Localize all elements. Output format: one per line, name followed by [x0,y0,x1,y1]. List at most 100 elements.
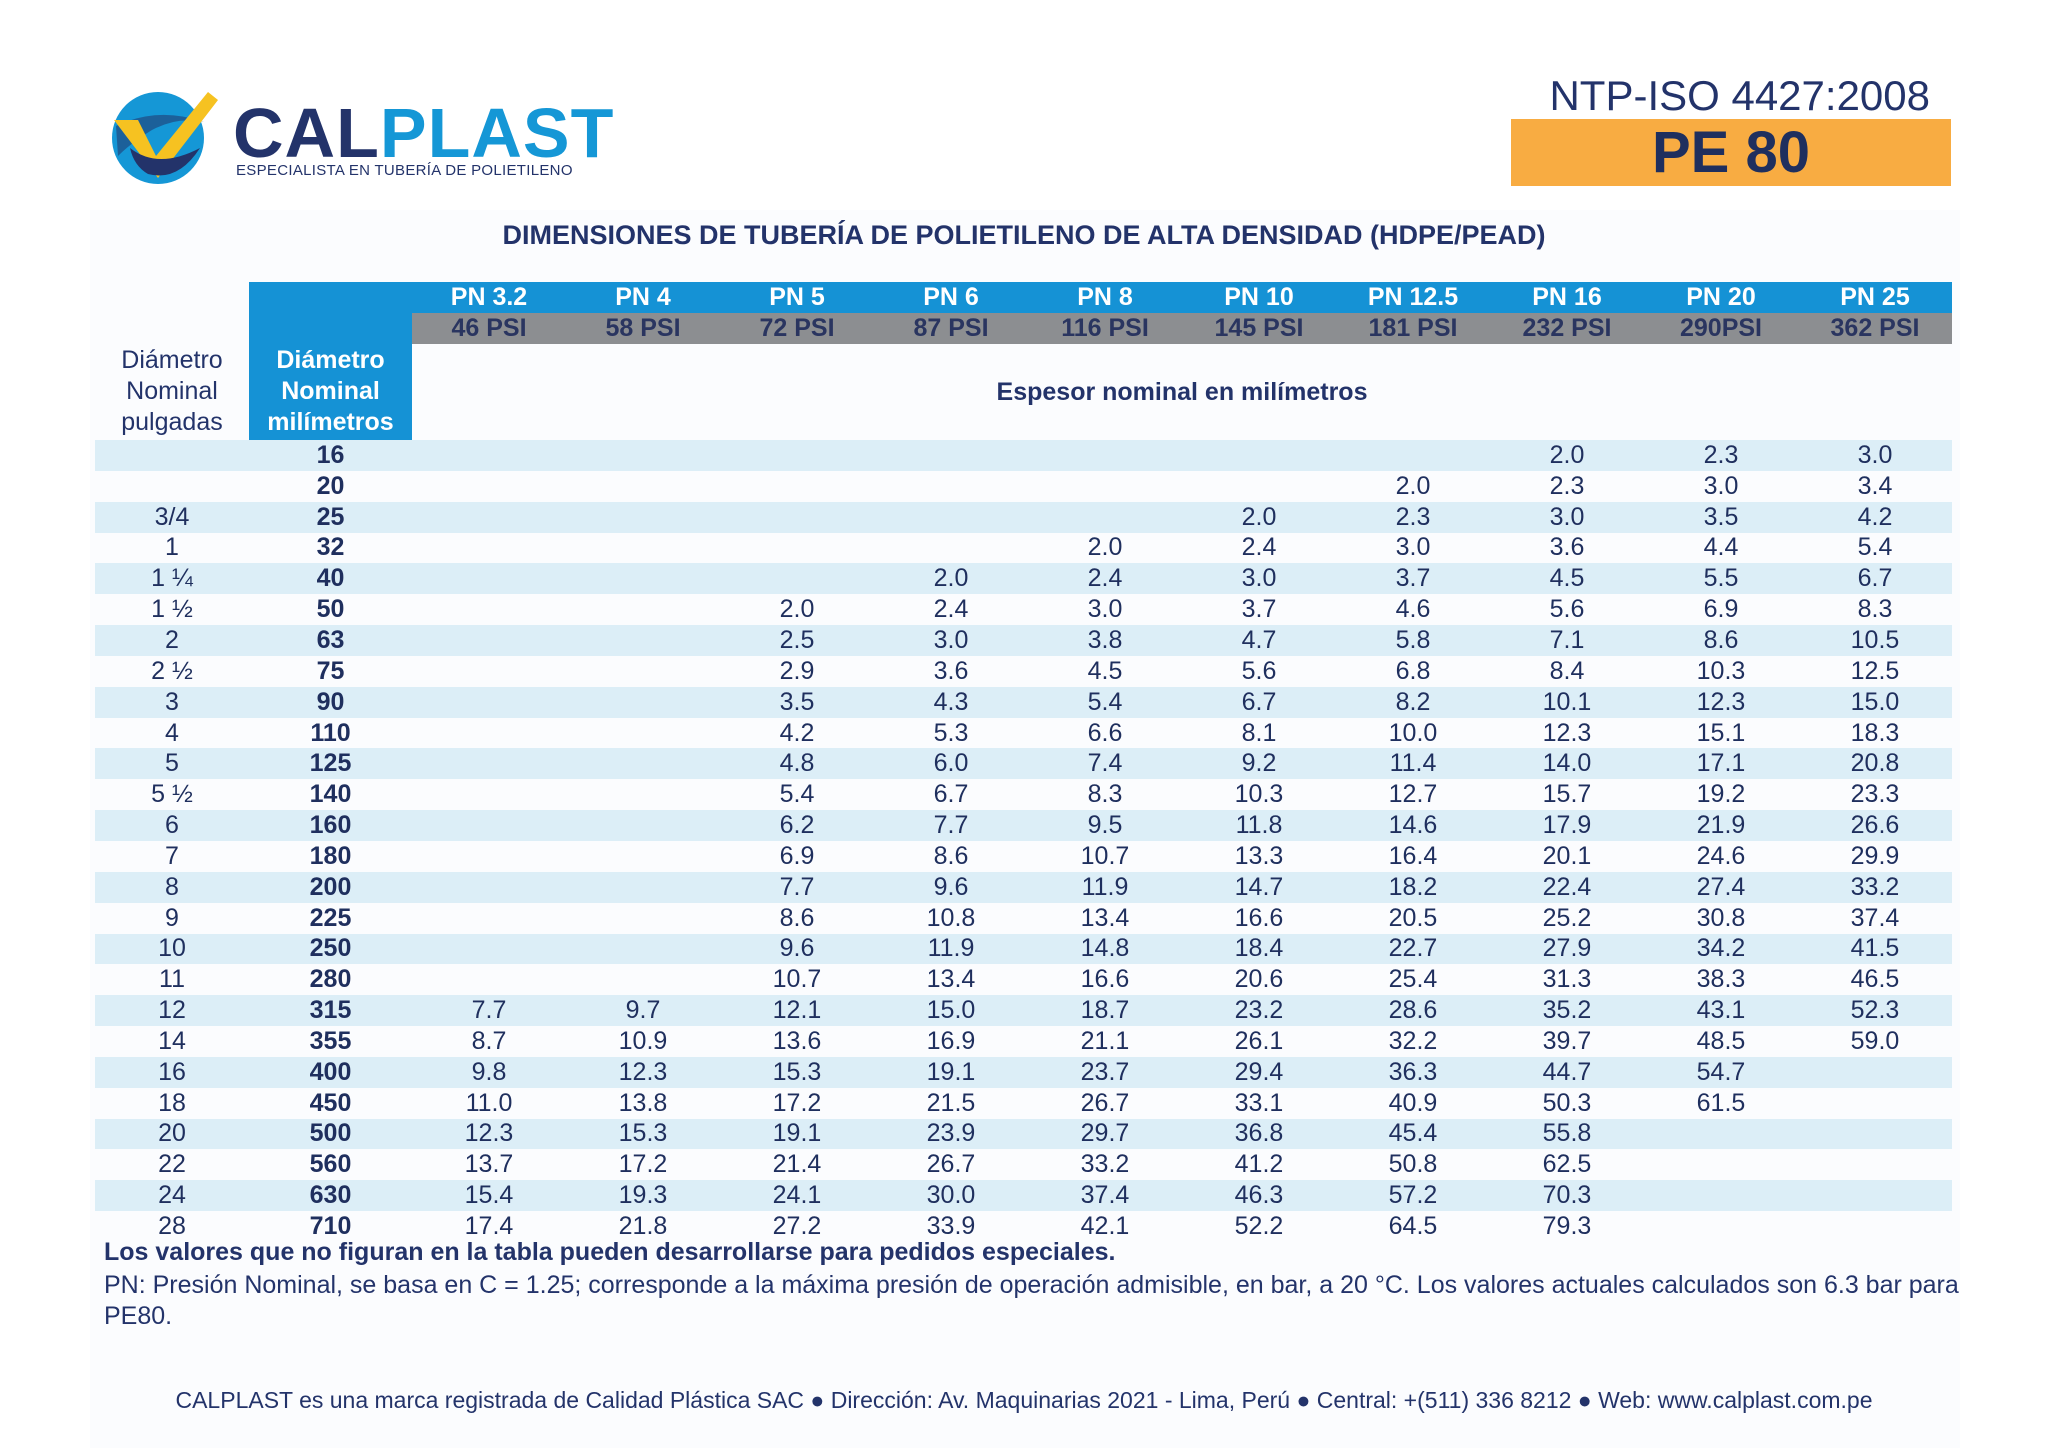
thickness-cell [412,903,566,934]
table-row: 24 630 15.4 19.3 24.1 30.0 37.4 46.3 57.2 70.3 [95,1180,1952,1212]
thickness-cell: 4.2 [779,718,815,747]
thickness-cell: 3.5 [720,686,874,718]
thickness-cell: 18.2 [1336,871,1490,903]
thickness-cell: 18.3 [1850,718,1900,747]
thickness-cell: 9.8 [412,1056,566,1088]
thickness-cell: 9.2 [1182,748,1336,780]
thickness-cell: 37.4 [1850,903,1900,932]
thickness-cell: 64.5 [1388,1212,1438,1241]
thickness-cell: 2.4 [933,595,969,624]
thickness-cell: 6.6 [1087,718,1123,747]
table-row: 3 90 3.5 4.3 5.4 6.7 8.2 10.1 12.3 15.0 [95,686,1952,718]
thickness-cell [720,533,874,564]
thickness-cell: 17.1 [1644,748,1798,780]
thickness-cell: 37.4 [1028,1180,1182,1212]
thickness-cell [412,748,566,780]
thickness-cell [566,810,720,841]
thickness-cell: 13.4 [926,965,976,994]
thickness-cell: 59.0 [1850,1026,1900,1055]
thickness-cell [412,440,566,471]
inch-cell: 2 ½ [151,656,193,685]
thickness-cell: 12.5 [1850,656,1900,685]
thickness-cell: 19.2 [1696,780,1746,809]
thickness-cell: 8.6 [933,841,969,870]
inch-cell: 1 ¼ [95,563,249,595]
inch-cell: 8 [95,871,249,903]
table-row: 1 ½ 50 2.0 2.4 3.0 3.7 4.6 5.6 6.9 8.3 [95,594,1952,625]
thickness-cell: 3.7 [1336,563,1490,595]
thickness-cell: 20.8 [1798,748,1952,780]
thickness-cell [1028,471,1182,502]
inch-header-line: pulgadas [121,408,223,436]
table-row: 2 63 2.5 3.0 3.8 4.7 5.8 7.1 8.6 10.5 [95,625,1952,656]
table-row: 9 225 8.6 10.8 13.4 16.6 20.5 25.2 30.8 37.4 [95,903,1952,934]
thickness-cell: 20.6 [1234,965,1284,994]
inch-cell: 4 [165,718,179,747]
thickness-cell: 61.5 [1696,1088,1746,1117]
thickness-cell: 12.3 [1542,718,1592,747]
mm-cell: 63 [249,625,412,656]
thickness-cell [720,563,874,595]
inch-cell: 12 [95,995,249,1027]
thickness-cell [412,594,566,625]
thickness-cell: 4.5 [1490,563,1644,595]
thickness-cell: 12.3 [566,1056,720,1088]
thickness-cell: 12.1 [720,995,874,1027]
thickness-cell: 41.2 [1234,1150,1284,1179]
mm-cell: 280 [309,965,352,994]
table-row: 20 2.0 2.3 3.0 3.4 [95,471,1952,502]
pn-header: PN 5 [720,282,874,313]
thickness-cell: 33.9 [926,1212,976,1241]
thickness-cell [412,871,566,903]
thickness-cell: 30.8 [1696,903,1746,932]
footer-contact: CALPLAST es una marca registrada de Cali… [175,1387,1873,1413]
pn-header: PN 3.2 [412,282,566,313]
pn-header: PN 6 [874,282,1028,313]
inch-column-header: Diámetro Nominal pulgadas [95,344,249,440]
thickness-cell: 43.1 [1644,995,1798,1027]
thickness-cell: 21.5 [926,1088,976,1117]
thickness-cell: 8.7 [471,1026,507,1055]
thickness-cell [412,563,566,595]
thickness-cell: 8.4 [1549,656,1585,685]
thickness-cell: 2.3 [1549,471,1585,500]
thickness-cell [566,563,720,595]
thickness-cell: 7.7 [720,871,874,903]
mm-cell: 40 [249,563,412,595]
thickness-cell: 10.7 [772,965,822,994]
thickness-cell: 24.6 [1696,841,1746,870]
thickness-cell: 4.5 [1087,656,1123,685]
table-row: 5 ½ 140 5.4 6.7 8.3 10.3 12.7 15.7 19.2 23.3 [95,779,1952,810]
inch-cell: 3/4 [95,501,249,533]
thickness-cell: 9.5 [1028,810,1182,841]
header-blue-cell [249,313,412,344]
standard-code: NTP-ISO 4427:2008 [1549,72,1930,119]
inch-cell: 6 [95,810,249,841]
logo-tagline: ESPECIALISTA EN TUBERÍA DE POLIETILENO [236,162,573,179]
thickness-cell [1798,1088,1952,1119]
thickness-cell: 14.0 [1490,748,1644,780]
thickness-cell: 15.0 [874,995,1028,1027]
thickness-cell: 10.5 [1798,625,1952,656]
thickness-cell: 23.3 [1850,780,1900,809]
thickness-cell: 50.8 [1388,1150,1438,1179]
thickness-cell [1644,1180,1798,1212]
psi-header: 116 PSI [1028,313,1182,344]
thickness-cell [874,471,1028,502]
thickness-cell: 45.4 [1336,1118,1490,1150]
thickness-cell [566,440,720,471]
thickness-cell: 13.4 [1080,903,1130,932]
pn-header: PN 10 [1182,282,1336,313]
mm-cell: 400 [249,1056,412,1088]
table-row: 16 400 9.8 12.3 15.3 19.1 23.7 29.4 36.3 44.7 54.7 [95,1056,1952,1088]
brand-logo: CALPLAST ESPECIALISTA EN TUBERÍA DE POLI… [108,86,613,196]
thickness-cell [412,779,566,810]
thickness-cell: 24.1 [720,1180,874,1212]
thickness-cell: 15.4 [412,1180,566,1212]
thickness-cell: 5.4 [779,780,815,809]
psi-header: 181 PSI [1336,313,1490,344]
thickness-cell: 3.0 [1182,563,1336,595]
thickness-cell: 12.3 [1644,686,1798,718]
thickness-cell: 50.3 [1542,1088,1592,1117]
thickness-cell: 7.7 [412,995,566,1027]
